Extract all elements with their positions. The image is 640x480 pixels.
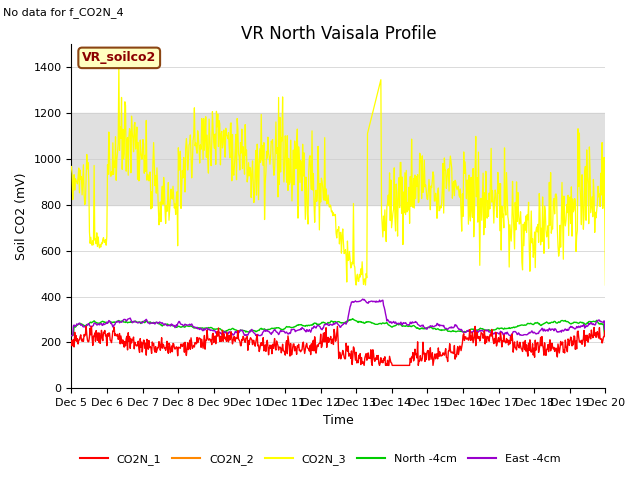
Bar [72, 113, 605, 205]
Text: VR_soilco2: VR_soilco2 [82, 51, 156, 64]
X-axis label: Time: Time [323, 414, 354, 427]
Y-axis label: Soil CO2 (mV): Soil CO2 (mV) [15, 172, 28, 260]
Title: VR North Vaisala Profile: VR North Vaisala Profile [241, 24, 436, 43]
Legend: CO2N_1, CO2N_2, CO2N_3, North -4cm, East -4cm: CO2N_1, CO2N_2, CO2N_3, North -4cm, East… [76, 450, 564, 469]
Text: No data for f_CO2N_4: No data for f_CO2N_4 [3, 7, 124, 18]
